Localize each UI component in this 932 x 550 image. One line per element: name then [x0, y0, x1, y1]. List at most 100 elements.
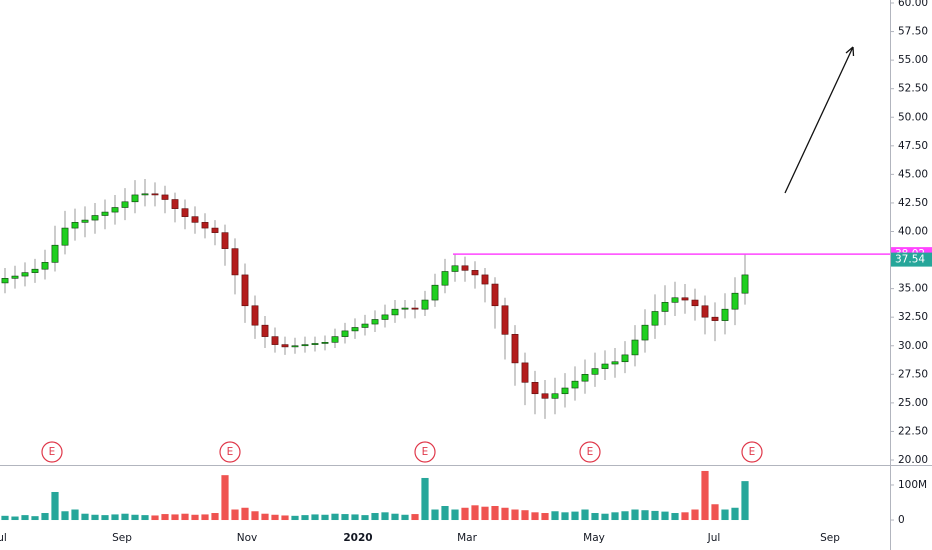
volume-bar: [581, 509, 589, 521]
volume-bar: [741, 481, 749, 521]
volume-bar: [211, 513, 219, 521]
volume-bar: [471, 505, 479, 521]
candle-body: [371, 319, 379, 325]
volume-bar: [181, 513, 189, 521]
y-tick-label: 42.50: [898, 197, 928, 209]
volume-bar: [231, 509, 239, 521]
candle-body: [251, 305, 259, 326]
candle-body: [61, 227, 69, 246]
price-tag: [891, 252, 932, 267]
candle-body: [551, 393, 559, 399]
candle-body: [151, 193, 159, 196]
earnings-marker: [579, 441, 601, 463]
volume-bar: [271, 514, 279, 521]
volume-bar: [101, 515, 109, 521]
x-tick-label: ul: [0, 532, 7, 544]
volume-bar: [651, 510, 659, 521]
candle-body: [111, 207, 119, 213]
candle-body: [431, 284, 439, 301]
candle-body: [461, 265, 469, 271]
volume-bar: [521, 510, 529, 521]
candle-body: [441, 271, 449, 286]
candle-body: [421, 299, 429, 310]
y-tick-label: 20.00: [898, 454, 928, 466]
candle-body: [301, 344, 309, 347]
price-tag-label: 37.54: [895, 254, 925, 266]
x-tick-label: Sep: [820, 532, 840, 544]
volume-bar: [511, 509, 519, 521]
y-tick-label: 40.00: [898, 226, 928, 238]
candle-body: [351, 327, 359, 332]
candle-body: [11, 275, 19, 279]
volume-bar: [731, 507, 739, 521]
volume-bar: [661, 511, 669, 521]
candle-body: [231, 248, 239, 276]
earnings-marker: [414, 441, 436, 463]
candle-body: [71, 222, 79, 229]
candle-body: [311, 343, 319, 345]
candle-body: [321, 342, 329, 344]
candle-body: [601, 363, 609, 369]
x-tick-label: May: [583, 532, 605, 544]
candle-body: [261, 324, 269, 337]
volume-bar: [411, 514, 419, 521]
volume-tick-label: 0: [898, 514, 905, 526]
candle-body: [281, 344, 289, 348]
volume-bar: [431, 509, 439, 521]
candle-body: [651, 311, 659, 326]
earnings-marker: [41, 441, 63, 463]
candle-body: [611, 361, 619, 365]
candle-body: [591, 368, 599, 375]
candle-body: [571, 380, 579, 389]
candle-body: [21, 272, 29, 277]
volume-bar: [701, 470, 709, 521]
volume-bar: [41, 513, 49, 521]
volume-bar: [71, 509, 79, 521]
candle-body: [621, 354, 629, 363]
volume-bar: [241, 507, 249, 521]
volume-bar: [671, 513, 679, 521]
volume-bar: [281, 515, 289, 521]
candle-body: [541, 393, 549, 399]
volume-bar: [601, 513, 609, 521]
y-tick-label: 32.50: [898, 311, 928, 323]
volume-bar: [711, 504, 719, 521]
candle-body: [501, 305, 509, 335]
volume-bar: [141, 515, 149, 521]
volume-bar: [201, 514, 209, 521]
candle-body: [241, 274, 249, 307]
candle-body: [641, 324, 649, 341]
volume-bar: [331, 513, 339, 521]
candle-body: [671, 297, 679, 303]
volume-bar: [261, 513, 269, 521]
y-tick-label: 57.50: [898, 26, 928, 38]
volume-tick-label: 100M: [898, 479, 927, 491]
candle-body: [161, 194, 169, 200]
candle-body: [561, 387, 569, 395]
trend-arrow-head: [845, 46, 855, 57]
y-tick-label: 60.00: [898, 0, 928, 9]
candle-body: [181, 208, 189, 217]
y-tick-label: 52.50: [898, 83, 928, 95]
candle-body: [191, 216, 199, 223]
volume-bar: [121, 513, 129, 521]
candle-body: [631, 339, 639, 356]
volume-bar: [31, 516, 39, 521]
volume-bar: [161, 514, 169, 521]
candle-body: [31, 268, 39, 273]
candle-body: [51, 244, 59, 263]
candle-body: [361, 323, 369, 328]
volume-bar: [251, 511, 259, 521]
volume-bar: [351, 514, 359, 521]
volume-bar: [51, 491, 59, 521]
candle-body: [471, 270, 479, 276]
earnings-label: E: [587, 446, 594, 458]
candle-body: [271, 336, 279, 345]
y-tick-label: 55.00: [898, 54, 928, 66]
candle-body: [411, 307, 419, 310]
volume-bar: [401, 514, 409, 521]
candle-body: [1, 278, 9, 284]
